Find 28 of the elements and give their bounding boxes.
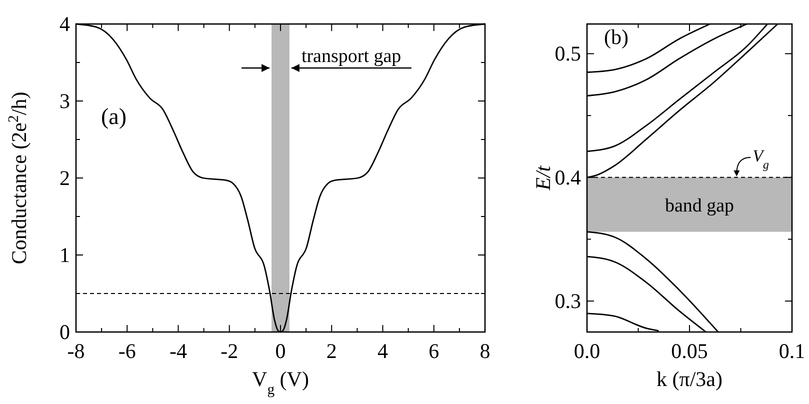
y-axis-title: E/t xyxy=(531,164,555,192)
annotation: (b) xyxy=(604,25,628,49)
y-tick-label: 2 xyxy=(60,166,70,190)
x-tick-label: 0.05 xyxy=(671,339,708,363)
band-label: band gap xyxy=(664,196,734,217)
x-tick-label: 4 xyxy=(378,339,388,363)
x-axis-title: V$_{g}$ (V) xyxy=(252,367,309,398)
x-tick-label: -2 xyxy=(220,339,238,363)
x-tick-label: -4 xyxy=(170,339,188,363)
y-tick-label: 0.3 xyxy=(554,289,581,314)
x-tick-label: 0.1 xyxy=(778,339,806,363)
y-tick-label: 3 xyxy=(60,89,70,113)
y-tick-label: 0.5 xyxy=(554,42,581,66)
x-tick-label: 2 xyxy=(326,339,337,363)
y-tick-label: 1 xyxy=(60,243,70,267)
x-tick-label: 8 xyxy=(480,339,490,363)
band-label: transport gap xyxy=(301,46,402,67)
y-tick-label: 0 xyxy=(60,320,70,344)
x-axis-title: k (π/3a) xyxy=(656,367,722,391)
annotation: (a) xyxy=(101,104,127,129)
y-tick-label: 0.4 xyxy=(554,165,582,190)
x-tick-label: 0 xyxy=(275,339,286,363)
x-tick-label: -8 xyxy=(67,339,85,363)
y-tick-label: 4 xyxy=(60,12,70,36)
x-tick-label: -6 xyxy=(118,339,136,363)
x-tick-label: 0.0 xyxy=(574,339,600,363)
legend-label: V$_{g}$ xyxy=(752,146,770,172)
x-tick-label: 6 xyxy=(428,339,440,363)
